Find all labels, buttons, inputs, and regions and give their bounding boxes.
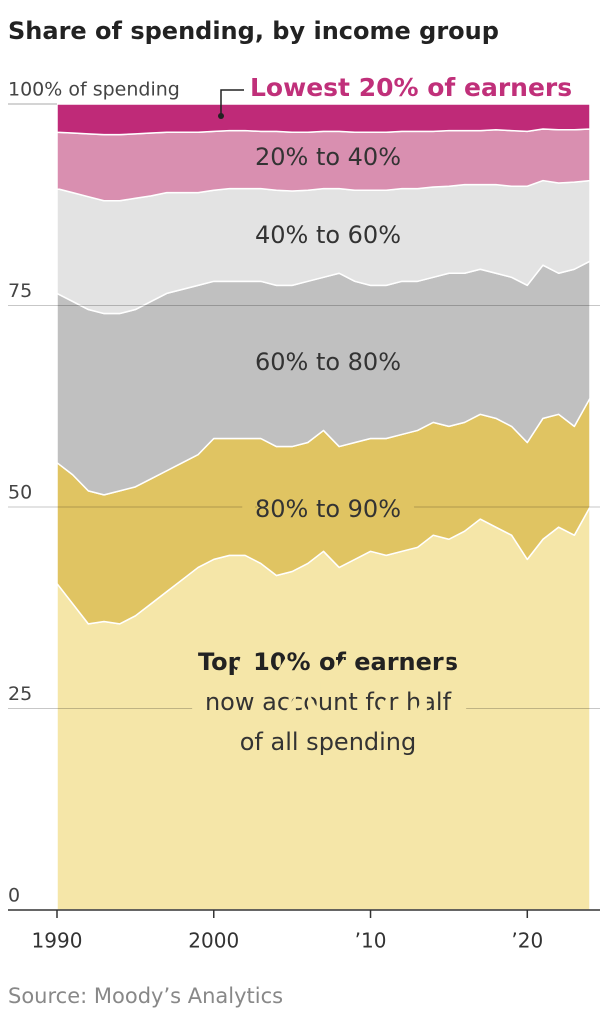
leader-dot <box>218 113 224 119</box>
x-tick-label: 1990 <box>32 929 83 953</box>
series-label: Top 10% of earners <box>198 648 458 676</box>
series-label: 60% to 80% <box>255 348 401 376</box>
series-label: 80% to 90% <box>255 495 401 523</box>
chart-title: Share of spending, by income group <box>8 17 499 45</box>
area <box>56 103 591 136</box>
y-tick-label: 0 <box>8 885 20 907</box>
leader-line <box>220 89 244 116</box>
annotation: now account for half <box>205 688 452 716</box>
series-label: 20% to 40% <box>255 143 401 171</box>
annotation: of all spending <box>240 728 417 756</box>
y-tick-label: 100% of spending <box>8 79 180 101</box>
series-label: Lowest 20% of earners <box>250 73 572 102</box>
source: Source: Moody’s Analytics <box>8 984 283 1008</box>
y-tick-label: 50 <box>8 482 32 504</box>
areas <box>56 103 591 911</box>
x-tick-label: ’20 <box>511 929 543 953</box>
series-label: 40% to 60% <box>255 221 401 249</box>
y-tick-label: 75 <box>8 280 32 302</box>
x-tick-label: 2000 <box>188 929 239 953</box>
x-tick-label: ’10 <box>355 929 387 953</box>
y-tick-label: 25 <box>8 683 32 705</box>
